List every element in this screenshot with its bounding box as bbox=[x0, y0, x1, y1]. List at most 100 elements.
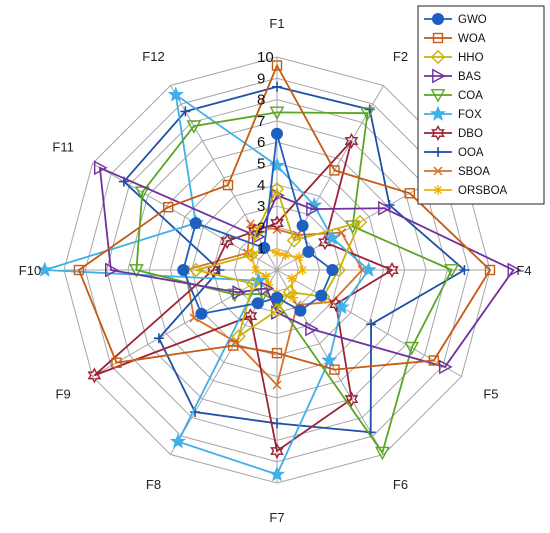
legend-label: HHO bbox=[458, 52, 484, 64]
data-point bbox=[431, 125, 445, 141]
r-tick-label: 9 bbox=[257, 70, 265, 87]
grid-spoke bbox=[276, 269, 462, 377]
series-dbo bbox=[87, 132, 399, 459]
data-point bbox=[286, 273, 297, 284]
series-woa bbox=[73, 60, 496, 375]
data-point bbox=[333, 298, 350, 315]
data-point bbox=[302, 245, 315, 258]
data-point bbox=[404, 188, 415, 199]
data-point bbox=[459, 265, 470, 275]
data-point bbox=[36, 261, 53, 277]
category-label: F5 bbox=[483, 387, 498, 402]
legend-item: ORSBOA bbox=[424, 185, 508, 197]
data-point bbox=[153, 333, 164, 344]
grid-spoke bbox=[170, 269, 278, 455]
data-point bbox=[315, 289, 328, 302]
data-point bbox=[268, 466, 286, 482]
series-line bbox=[195, 186, 362, 339]
data-point bbox=[430, 89, 446, 103]
series-line bbox=[77, 63, 492, 371]
data-point bbox=[433, 147, 443, 157]
data-point bbox=[93, 160, 108, 176]
data-point bbox=[268, 157, 286, 173]
legend-label: ORSBOA bbox=[458, 185, 508, 197]
category-label: F2 bbox=[393, 49, 408, 64]
data-point bbox=[280, 250, 291, 261]
legend-label: SBOA bbox=[458, 166, 490, 178]
series-line bbox=[98, 166, 515, 368]
category-label: F9 bbox=[56, 387, 71, 402]
data-point bbox=[227, 288, 242, 303]
data-point bbox=[269, 106, 285, 121]
data-point bbox=[228, 340, 239, 351]
legend-label: BAS bbox=[458, 71, 481, 83]
data-point bbox=[297, 265, 308, 275]
data-point bbox=[167, 86, 184, 102]
r-tick-label: 8 bbox=[257, 92, 265, 109]
data-point bbox=[484, 264, 496, 276]
data-point bbox=[272, 418, 282, 429]
data-point bbox=[288, 292, 298, 303]
data-point bbox=[366, 319, 377, 330]
data-point bbox=[269, 181, 285, 197]
data-point bbox=[428, 355, 439, 366]
data-point bbox=[188, 262, 204, 278]
data-point bbox=[439, 359, 453, 375]
data-point bbox=[444, 264, 460, 278]
data-point bbox=[430, 49, 446, 65]
r-tick-label: 7 bbox=[257, 113, 265, 130]
data-point bbox=[306, 201, 320, 217]
r-tick-label: 4 bbox=[257, 177, 265, 194]
category-label: F4 bbox=[516, 263, 531, 278]
data-point bbox=[258, 241, 271, 254]
grid-spoke bbox=[92, 269, 278, 377]
data-point bbox=[270, 215, 284, 232]
data-point bbox=[220, 233, 235, 250]
data-point bbox=[271, 347, 283, 359]
legend-item: BAS bbox=[424, 68, 481, 84]
legend-label: COA bbox=[458, 90, 483, 102]
r-tick-label: 10 bbox=[257, 49, 274, 66]
data-point bbox=[329, 364, 340, 375]
r-tick-label: 6 bbox=[257, 134, 265, 151]
data-point bbox=[231, 329, 246, 344]
series-coa bbox=[129, 106, 460, 461]
legend-label: FOX bbox=[458, 109, 482, 121]
data-point bbox=[260, 281, 275, 296]
data-point bbox=[429, 105, 447, 121]
category-label: F1 bbox=[269, 16, 284, 31]
data-point bbox=[378, 200, 392, 216]
legend-item: HHO bbox=[424, 49, 484, 65]
category-label: F11 bbox=[52, 140, 73, 155]
data-point bbox=[272, 380, 282, 390]
data-point bbox=[345, 220, 360, 234]
data-point bbox=[294, 304, 307, 317]
series-bas bbox=[93, 160, 522, 375]
data-point bbox=[251, 297, 264, 310]
data-point bbox=[375, 446, 390, 461]
data-point bbox=[162, 201, 174, 213]
data-point bbox=[282, 284, 297, 300]
data-point bbox=[432, 32, 444, 44]
data-point bbox=[432, 68, 446, 84]
legend: GWO WOA HHO BAS COA FOX DBO OOA SBOA ORSBOA bbox=[417, 5, 545, 205]
data-point bbox=[232, 285, 246, 300]
data-point bbox=[111, 357, 122, 368]
data-point bbox=[385, 262, 399, 278]
data-point bbox=[292, 230, 302, 240]
legend-item: OOA bbox=[424, 147, 484, 159]
legend-item: GWO bbox=[424, 13, 487, 26]
data-point bbox=[329, 165, 340, 176]
data-point bbox=[326, 264, 339, 276]
data-point bbox=[169, 433, 187, 449]
data-point bbox=[104, 262, 119, 278]
category-label: F8 bbox=[146, 477, 161, 492]
legend-label: OOA bbox=[458, 147, 484, 159]
data-point bbox=[129, 264, 144, 278]
data-point bbox=[296, 219, 309, 232]
legend-label: GWO bbox=[458, 14, 487, 26]
data-point bbox=[321, 352, 338, 368]
series-line bbox=[93, 140, 394, 453]
